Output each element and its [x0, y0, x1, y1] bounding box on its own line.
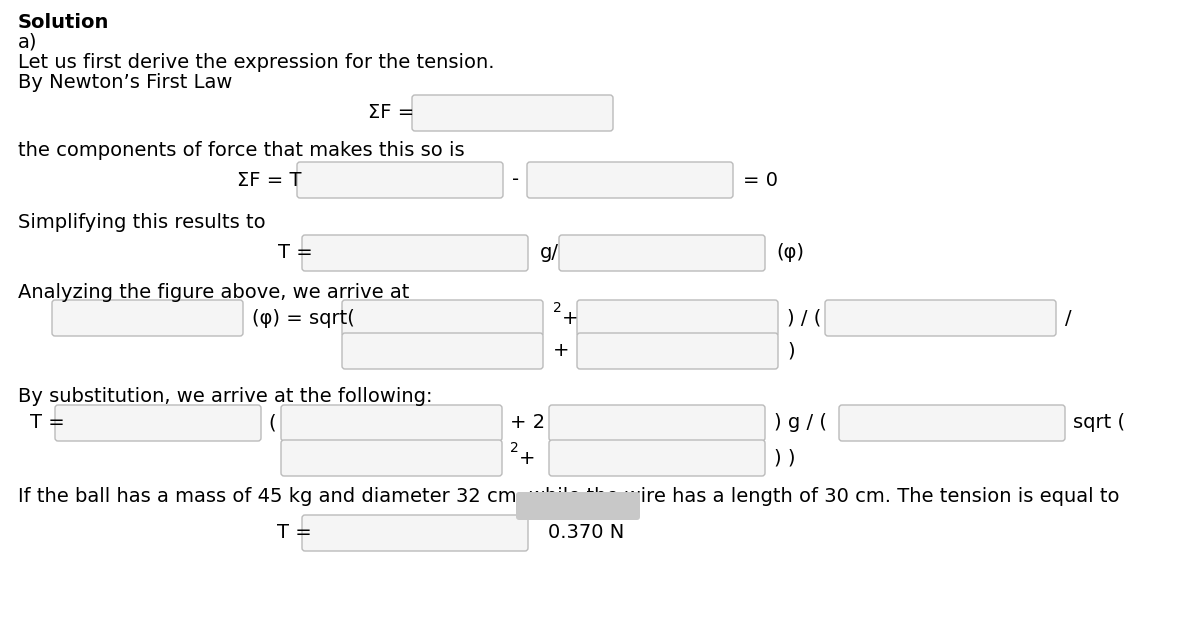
- Text: Simplifying this results to: Simplifying this results to: [18, 212, 265, 232]
- Text: +: +: [553, 342, 570, 360]
- Text: /: /: [1066, 308, 1072, 327]
- Text: +: +: [520, 448, 535, 467]
- FancyBboxPatch shape: [839, 405, 1066, 441]
- Text: = 0: = 0: [743, 170, 778, 190]
- FancyBboxPatch shape: [527, 162, 733, 198]
- FancyBboxPatch shape: [52, 300, 242, 336]
- Text: (φ): (φ): [776, 244, 804, 263]
- FancyBboxPatch shape: [298, 162, 503, 198]
- FancyBboxPatch shape: [559, 235, 766, 271]
- Text: By Newton’s First Law: By Newton’s First Law: [18, 72, 233, 92]
- FancyBboxPatch shape: [55, 405, 262, 441]
- Text: By substitution, we arrive at the following:: By substitution, we arrive at the follow…: [18, 387, 432, 406]
- Text: 2: 2: [553, 301, 562, 315]
- FancyBboxPatch shape: [302, 515, 528, 551]
- FancyBboxPatch shape: [281, 405, 502, 441]
- FancyBboxPatch shape: [342, 300, 542, 336]
- FancyBboxPatch shape: [342, 333, 542, 369]
- FancyBboxPatch shape: [550, 405, 766, 441]
- Text: ΣF = T: ΣF = T: [238, 170, 301, 190]
- Text: (φ) = sqrt(: (φ) = sqrt(: [252, 308, 355, 327]
- Text: ) ): ) ): [774, 448, 796, 467]
- Text: +: +: [562, 308, 578, 327]
- FancyBboxPatch shape: [281, 440, 502, 476]
- Text: T =: T =: [30, 413, 65, 433]
- Text: 2: 2: [510, 441, 518, 455]
- Text: ) / (: ) / (: [787, 308, 821, 327]
- Text: a): a): [18, 33, 37, 51]
- Text: g/: g/: [540, 244, 559, 263]
- Text: the components of force that makes this so is: the components of force that makes this …: [18, 141, 464, 160]
- Text: 0.370 N: 0.370 N: [548, 524, 624, 543]
- FancyBboxPatch shape: [550, 440, 766, 476]
- FancyBboxPatch shape: [826, 300, 1056, 336]
- Text: -: -: [512, 170, 520, 190]
- Text: Analyzing the figure above, we arrive at: Analyzing the figure above, we arrive at: [18, 283, 409, 301]
- Text: T =: T =: [278, 244, 313, 263]
- FancyBboxPatch shape: [412, 95, 613, 131]
- Text: ) g / (: ) g / (: [774, 413, 827, 433]
- Text: T =: T =: [277, 524, 312, 543]
- Text: (: (: [268, 413, 276, 433]
- Text: If the ball has a mass of 45 kg and diameter 32 cm, while the wire has a length : If the ball has a mass of 45 kg and diam…: [18, 487, 1120, 507]
- FancyBboxPatch shape: [577, 333, 778, 369]
- FancyBboxPatch shape: [577, 300, 778, 336]
- Text: Let us first derive the expression for the tension.: Let us first derive the expression for t…: [18, 53, 494, 72]
- Text: Solution: Solution: [18, 13, 109, 31]
- Text: For Blank 17: For Blank 17: [530, 499, 626, 514]
- Text: ): ): [787, 342, 794, 360]
- Text: ΣF =: ΣF =: [368, 104, 414, 122]
- FancyBboxPatch shape: [302, 235, 528, 271]
- Text: sqrt (: sqrt (: [1073, 413, 1126, 433]
- Text: + 2: + 2: [510, 413, 545, 433]
- FancyBboxPatch shape: [516, 492, 640, 520]
